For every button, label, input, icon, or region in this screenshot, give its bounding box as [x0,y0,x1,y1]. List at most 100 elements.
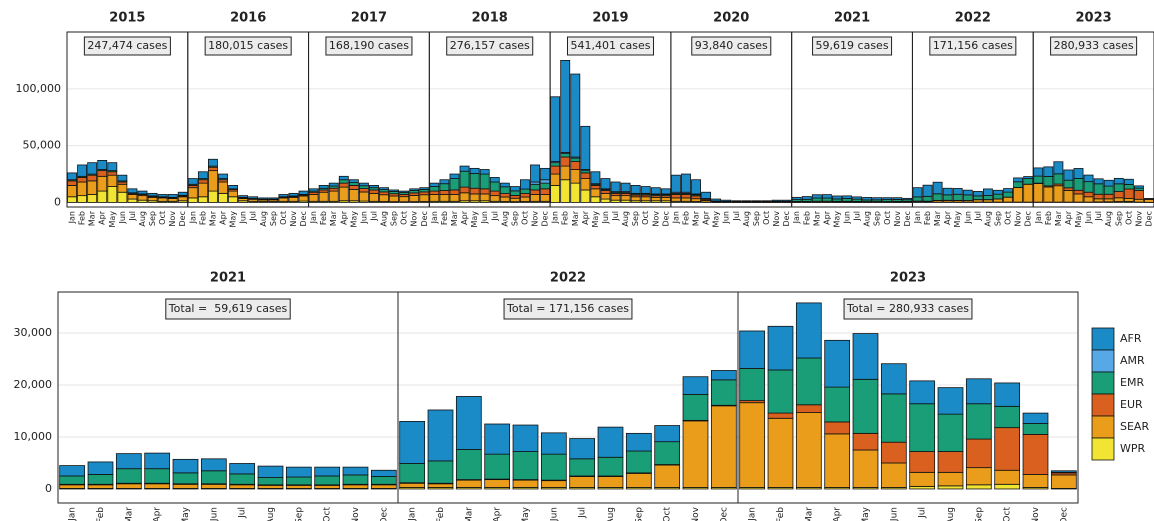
bar [399,196,410,203]
x-tick-label: Apr [943,210,952,225]
bar [1023,178,1034,185]
y-tick-label: 100,000 [16,82,62,95]
bar [278,194,289,198]
bar [880,393,907,443]
bar [965,484,992,490]
bar [852,378,879,434]
x-tick-label: Mar [88,210,97,226]
bar [187,187,198,199]
bar [389,189,400,192]
bar [1022,412,1049,424]
bar [342,466,369,476]
bar [942,187,953,196]
x-tick-label: Nov [351,506,361,521]
bar [127,198,138,203]
bar [328,187,339,192]
x-tick-label: Sep [294,507,304,521]
bar [937,413,964,452]
x-tick-label: Mar [933,210,942,226]
legend-label: SEAR [1120,420,1149,433]
panel-title: 2021 [834,11,870,26]
bar [358,182,369,187]
bar [419,191,430,196]
bar [87,461,114,475]
bar [610,195,621,201]
bar [429,186,440,192]
bar [751,200,762,202]
annotation: 168,190 cases [329,39,409,52]
bar [540,188,551,195]
bar [1022,474,1049,488]
bar [258,197,269,200]
annotation-box [929,36,1017,56]
x-tick-label: Jun [480,211,489,225]
bar [509,195,520,199]
bar [550,96,561,162]
x-tick-label: Oct [400,211,409,225]
bar [620,182,631,193]
bar [1043,166,1054,177]
x-tick-label: Sep [631,211,640,226]
x-tick-label: Sep [510,211,519,226]
x-tick-label: Apr [339,210,348,225]
x-tick-label: Jan [1034,211,1043,224]
bar [540,480,567,488]
bar [1144,198,1154,203]
bar [358,191,369,202]
panel-title: 2015 [109,11,145,26]
bar [1103,185,1114,195]
bar [338,182,349,188]
bar [654,425,681,443]
bar [590,185,601,190]
bar [499,182,510,188]
bar [285,466,312,478]
y-tick-label: 10,000 [14,430,53,443]
bar [97,175,108,192]
bar [439,183,450,191]
bar [994,469,1021,485]
bar [197,182,208,198]
x-tick-label: Oct [1124,211,1133,225]
bar [530,194,540,202]
bar [379,194,389,202]
bar [731,200,742,202]
x-tick-label: May [861,506,871,521]
bar [308,194,319,202]
bar [932,181,943,195]
x-tick-label: Mar [124,507,134,521]
x-tick-label: May [591,211,600,228]
bar [630,196,641,202]
bar [208,170,218,192]
bar [520,193,530,198]
bar [208,190,218,203]
x-tick-label: Feb [681,211,690,225]
annotation: 247,474 cases [87,39,167,52]
bar [1053,185,1064,203]
y-tick-label: 0 [45,482,52,495]
bar [530,189,540,195]
bar [489,195,500,202]
annotation: 276,157 cases [450,39,530,52]
bar [87,162,98,175]
bar [1063,169,1074,181]
bar [912,196,923,202]
bar [314,466,341,477]
x-tick-label: Apr [581,210,590,225]
x-tick-label: Dec [178,211,187,226]
bar [711,198,722,202]
bar [419,194,430,202]
bar [298,190,309,195]
bar [439,179,450,185]
bar [429,190,440,195]
bar [479,188,490,195]
bar [439,190,450,195]
bar [560,156,571,167]
bar [1023,183,1034,203]
bar [200,483,227,489]
bar [484,479,511,488]
bar [1123,188,1134,199]
x-tick-label: Apr [822,210,831,225]
bar [795,404,822,413]
legend-label: EUR [1120,398,1143,411]
bar [824,386,851,423]
